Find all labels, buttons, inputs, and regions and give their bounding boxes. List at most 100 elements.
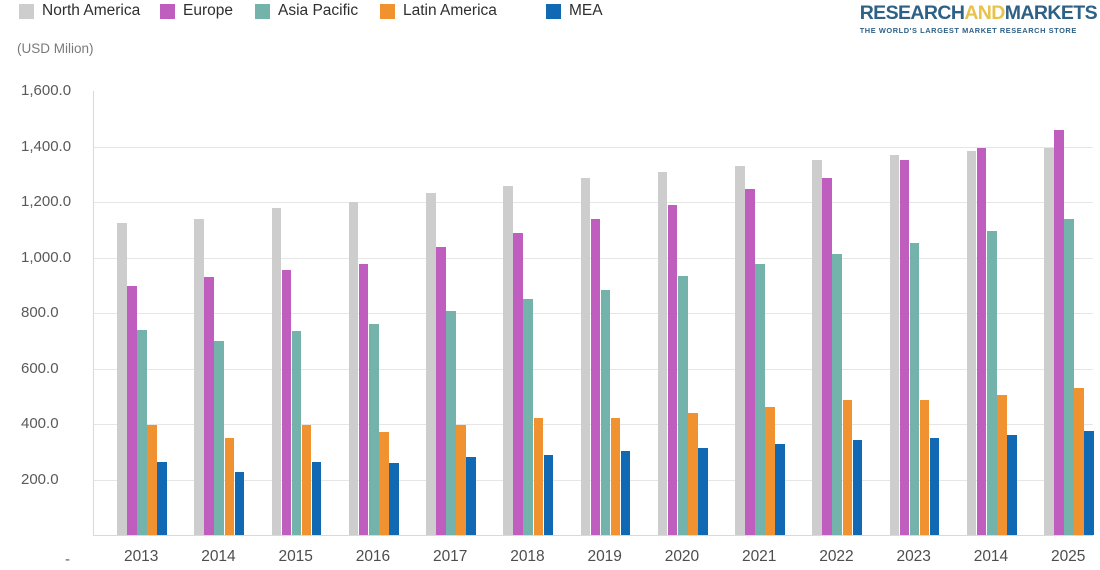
bar-latin-america-2016 (379, 432, 389, 535)
bar-mea-2014 (1007, 434, 1017, 535)
y-axis-tick-label: 1,400.0 (21, 137, 72, 155)
bar-europe-2018 (513, 232, 523, 535)
legend-label: Asia Pacific (278, 2, 359, 19)
bar-asia-pacific-2013 (137, 330, 147, 535)
bar-north-america-2013 (117, 222, 127, 535)
bar-mea-2018 (543, 454, 554, 535)
legend-item-europe: Europe (160, 2, 233, 20)
y-axis-tick-label: - (65, 551, 70, 568)
y-axis-tick-label: 600.0 (21, 359, 59, 377)
bar-asia-pacific-2014 (214, 340, 225, 535)
bar-europe-2014 (976, 148, 987, 535)
bar-north-america-2021 (735, 166, 745, 535)
legend-swatch (255, 3, 270, 19)
bar-latin-america-2013 (147, 424, 157, 535)
bar-mea-2025 (1084, 431, 1094, 535)
bar-europe-2025 (1054, 129, 1064, 535)
logo-word-research: RESEARCH (859, 2, 965, 24)
x-axis-label: 2014 (201, 548, 236, 565)
bar-north-america-2016 (348, 201, 359, 535)
bar-latin-america-2018 (533, 417, 544, 535)
x-axis-label: 2020 (664, 548, 700, 565)
bar-north-america-2019 (580, 178, 591, 535)
x-axis-label: 2016 (355, 548, 391, 565)
bar-north-america-2017 (426, 193, 436, 535)
x-axis-label: 2013 (123, 548, 159, 565)
bar-latin-america-2022 (842, 399, 853, 535)
bar-mea-2023 (929, 437, 940, 535)
bar-europe-2014 (204, 276, 214, 535)
bar-asia-pacific-2019 (600, 289, 611, 535)
x-axis-label: 2019 (587, 548, 622, 565)
bar-latin-america-2015 (301, 424, 312, 535)
x-axis-label: 2025 (1050, 548, 1086, 565)
bar-mea-2017 (466, 457, 476, 535)
y-axis-tick-label: 1,200.0 (21, 193, 72, 210)
bar-europe-2019 (590, 219, 601, 535)
bar-asia-pacific-2021 (755, 263, 765, 535)
legend-item-asia-pacific: Asia Pacific (255, 2, 358, 20)
logo-word-and: AND (964, 2, 1005, 24)
bar-europe-2013 (127, 285, 137, 535)
bar-north-america-2015 (271, 208, 282, 535)
bar-europe-2022 (822, 177, 832, 535)
bar-latin-america-2019 (610, 417, 621, 535)
bar-asia-pacific-2018 (523, 299, 534, 535)
x-axis-label: 2021 (741, 548, 777, 565)
bar-latin-america-2025 (1074, 388, 1084, 535)
bar-latin-america-2023 (919, 399, 930, 535)
legend-swatch (19, 3, 34, 19)
y-axis-tick-label: 1,000.0 (21, 248, 72, 266)
legend-item-mea: MEA (546, 2, 603, 20)
y-axis-unit-label: (USD Milion) (17, 41, 94, 56)
legend-label: MEA (569, 2, 603, 19)
bar-north-america-2014 (194, 218, 204, 535)
bar-north-america-2023 (889, 155, 900, 535)
legend-label: Latin America (403, 2, 497, 19)
bar-asia-pacific-2023 (909, 243, 920, 535)
legend-swatch (380, 3, 395, 19)
bar-asia-pacific-2016 (368, 323, 379, 535)
logo-word-markets: MARKETS (1004, 2, 1098, 24)
bar-north-america-2014 (966, 151, 977, 535)
bar-asia-pacific-2015 (291, 330, 302, 535)
bar-latin-america-2020 (688, 413, 698, 535)
bar-mea-2016 (389, 462, 399, 535)
legend-label: Europe (183, 2, 233, 19)
y-axis-tick-label: 400.0 (21, 415, 59, 432)
plot-area (93, 91, 1094, 536)
bar-mea-2020 (698, 447, 708, 535)
researchandmarkets-logo: RESEARCHANDMARKETS THE WORLD'S LARGEST M… (859, 2, 1098, 34)
x-axis-label: 2018 (510, 548, 545, 565)
bar-europe-2016 (358, 263, 369, 535)
legend-item-north-america: North America (19, 2, 140, 20)
bar-europe-2015 (281, 270, 292, 535)
bar-north-america-2018 (503, 186, 513, 535)
legend-label: North America (42, 2, 141, 19)
bar-europe-2017 (436, 246, 446, 535)
bar-asia-pacific-2022 (832, 253, 843, 535)
bar-mea-2013 (157, 462, 167, 535)
bar-asia-pacific-2020 (677, 276, 688, 535)
bar-asia-pacific-2014 (986, 230, 997, 535)
y-axis-tick-label: 200.0 (21, 470, 59, 488)
bar-mea-2022 (852, 440, 863, 535)
x-axis-label: 2015 (278, 548, 313, 565)
legend-swatch (160, 3, 175, 19)
bar-mea-2015 (311, 462, 322, 535)
bar-latin-america-2014 (997, 394, 1007, 535)
bar-latin-america-2017 (456, 424, 466, 535)
x-axis-label: 2014 (973, 548, 1009, 565)
bar-latin-america-2021 (765, 406, 775, 535)
bar-europe-2021 (745, 189, 755, 535)
bar-mea-2021 (775, 444, 785, 535)
bar-mea-2019 (620, 450, 631, 535)
x-axis-label: 2017 (432, 548, 468, 565)
bar-mea-2014 (234, 471, 245, 535)
y-axis-tick-label: 800.0 (21, 304, 59, 321)
legend-swatch (546, 3, 561, 19)
y-axis-tick-label: 1,600.0 (21, 82, 72, 99)
bar-north-america-2022 (812, 159, 822, 535)
gridline (94, 202, 1093, 203)
